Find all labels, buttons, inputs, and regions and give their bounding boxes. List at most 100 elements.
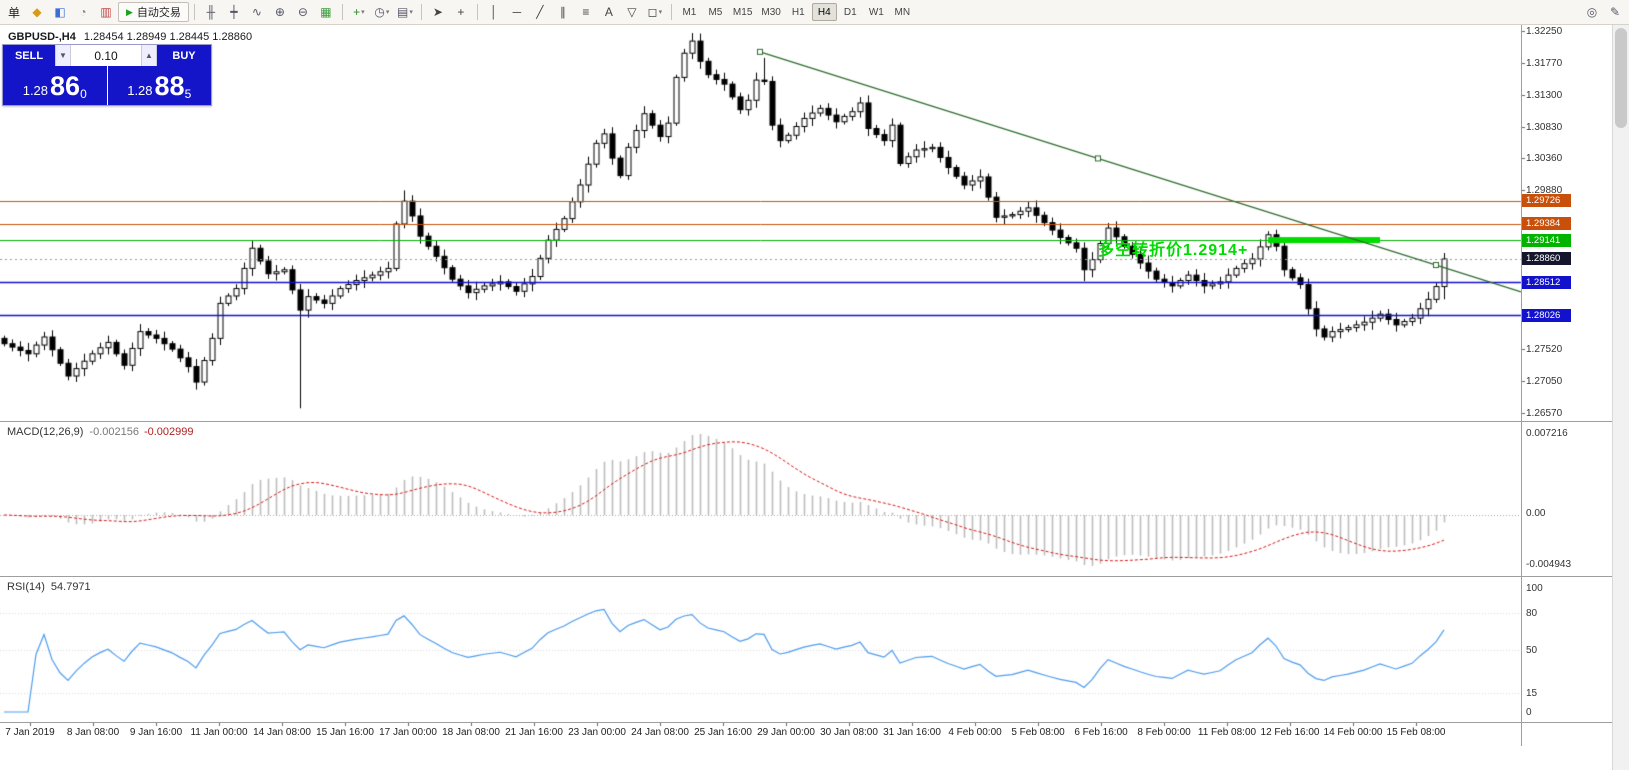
date-label: 9 Jan 16:00 <box>129 727 183 738</box>
date-label: 15 Feb 08:00 <box>1386 727 1446 738</box>
new-order-button[interactable]: 单 <box>7 5 20 20</box>
toolbar-separator <box>476 4 478 20</box>
sell-price-big: 86 <box>50 71 81 102</box>
macd-axis-label: 0.007216 <box>1526 428 1568 439</box>
navigator-icon[interactable]: ▥ <box>100 5 112 19</box>
buy-price-small: 1.28 <box>127 82 153 98</box>
toolbar-separator <box>341 4 343 20</box>
vertical-line-icon[interactable]: │ <box>490 5 498 19</box>
sell-price-small: 1.28 <box>22 82 49 98</box>
rsi-panel-separator[interactable] <box>0 576 1612 577</box>
macd-axis-label: -0.004943 <box>1526 559 1572 570</box>
price-axis-label: 1.31300 <box>1526 89 1563 101</box>
timeframe-button-m5[interactable]: M5 <box>708 6 723 18</box>
price-axis-label: 1.30830 <box>1526 121 1563 133</box>
rsi-axis-label: 50 <box>1526 645 1538 656</box>
timeframe-button-h4[interactable]: H4 <box>811 3 837 21</box>
indicators-button[interactable]: + ▾ <box>353 5 365 19</box>
date-label: 31 Jan 16:00 <box>883 727 941 738</box>
trendline-icon[interactable]: ╱ <box>536 5 544 19</box>
toolbar-separator <box>193 4 195 20</box>
date-label: 11 Feb 08:00 <box>1197 727 1257 738</box>
history-center-icon[interactable]: ◔ <box>79 5 87 19</box>
date-label: 11 Jan 00:00 <box>190 727 248 738</box>
candlestick-chart-icon[interactable]: ┿ <box>230 5 238 19</box>
cursor-icon[interactable]: ➤ <box>432 5 443 19</box>
price-tag: 1.28026 <box>1522 308 1571 322</box>
rsi-axis-label: 80 <box>1526 607 1538 619</box>
date-label: 18 Jan 08:00 <box>442 727 500 738</box>
date-label: 8 Feb 00:00 <box>1137 727 1191 738</box>
arrow-icon[interactable]: ▽ <box>627 5 637 19</box>
charts-icon[interactable]: ◆ <box>32 5 42 19</box>
date-label: 24 Jan 08:00 <box>631 727 689 738</box>
price-tag: 1.29726 <box>1522 194 1571 208</box>
scrollbar-thumb[interactable] <box>1615 28 1627 128</box>
one-click-trading-panel: SELL ▼ ▲ BUY 1.28 86 0 1.28 88 5 <box>2 44 212 106</box>
search-icon[interactable]: ◎ <box>1586 5 1598 19</box>
timeframe-button-h1[interactable]: H1 <box>791 6 805 18</box>
macd-label: MACD(12,26,9) -0.002156 -0.002999 <box>7 426 194 438</box>
timeframe-button-d1[interactable]: D1 <box>843 6 857 18</box>
zoom-in-icon[interactable]: ⊕ <box>274 5 285 19</box>
periods-button[interactable]: ◷ ▾ <box>374 5 390 19</box>
buy-price[interactable]: 1.28 88 5 <box>106 66 212 105</box>
sell-price-sup: 0 <box>80 87 87 101</box>
price-tag: 1.28512 <box>1522 275 1571 289</box>
autotrading-button[interactable]: ▶ 自动交易 <box>118 2 189 22</box>
dropdown-caret-icon[interactable]: ▾ <box>385 9 390 16</box>
rsi-value: 54.7971 <box>50 581 91 593</box>
date-label: 14 Feb 00:00 <box>1323 727 1383 738</box>
price-tag: 1.29141 <box>1522 233 1571 247</box>
tile-windows-icon[interactable]: ▦ <box>320 5 332 19</box>
dropdown-caret-icon[interactable]: ▾ <box>658 9 663 16</box>
date-label: 8 Jan 08:00 <box>66 727 120 738</box>
text-icon[interactable]: A <box>604 5 613 19</box>
shapes-button[interactable]: ◻ ▾ <box>647 5 663 19</box>
timeframe-button-m1[interactable]: M1 <box>682 6 697 18</box>
sell-price[interactable]: 1.28 86 0 <box>3 66 107 105</box>
fibonacci-icon[interactable]: ≡ <box>582 5 590 19</box>
date-label: 15 Jan 16:00 <box>316 727 374 738</box>
profiles-icon[interactable]: ◧ <box>54 5 66 19</box>
timeframe-button-m30[interactable]: M30 <box>761 6 781 18</box>
volume-input[interactable] <box>71 45 141 66</box>
bar-chart-icon[interactable]: ╫ <box>206 5 216 19</box>
horizontal-line-icon[interactable]: ─ <box>512 5 522 19</box>
time-axis-separator <box>0 722 1612 723</box>
pivot-annotation[interactable]: 多空转折价1.2914+ <box>1098 242 1249 259</box>
channel-icon[interactable]: ∥ <box>559 5 566 19</box>
dropdown-caret-icon[interactable]: ▾ <box>361 9 365 16</box>
timeframe-button-m15[interactable]: M15 <box>732 6 753 18</box>
templates-button[interactable]: ▤ ▾ <box>396 5 413 19</box>
rsi-axis-label: 0 <box>1526 707 1532 718</box>
buy-button[interactable]: BUY <box>157 45 211 66</box>
rsi-name: RSI(14) <box>7 581 45 593</box>
zoom-out-icon[interactable]: ⊖ <box>297 5 308 19</box>
volume-decrease-button[interactable]: ▼ <box>55 45 71 66</box>
date-label: 14 Jan 08:00 <box>253 727 311 738</box>
crosshair-icon[interactable]: + <box>457 5 465 19</box>
sell-button[interactable]: SELL <box>3 45 55 66</box>
line-chart-icon[interactable]: ∿ <box>251 5 262 19</box>
toolbar-separator <box>420 4 422 20</box>
price-axis-label: 1.31770 <box>1526 58 1563 70</box>
properties-icon[interactable]: ✎ <box>1609 5 1621 19</box>
timeframe-button-w1[interactable]: W1 <box>868 6 884 18</box>
price-axis-label: 1.27050 <box>1526 375 1563 387</box>
timeframe-button-mn[interactable]: MN <box>894 6 911 18</box>
date-label: 29 Jan 00:00 <box>757 727 815 738</box>
autotrading-label: 自动交易 <box>136 7 181 19</box>
toolbar-separator <box>670 4 672 20</box>
play-icon: ▶ <box>126 6 133 17</box>
vertical-scrollbar[interactable] <box>1612 25 1629 770</box>
price-axis-label: 1.26570 <box>1526 408 1563 419</box>
symbol-ohlc: 1.28454 1.28949 1.28445 1.28860 <box>83 31 253 43</box>
volume-increase-button[interactable]: ▲ <box>141 45 157 66</box>
macd-panel-separator[interactable] <box>0 421 1612 422</box>
date-label: 23 Jan 00:00 <box>568 727 626 738</box>
date-label: 4 Feb 00:00 <box>948 727 1002 738</box>
dropdown-caret-icon[interactable]: ▾ <box>409 9 413 16</box>
